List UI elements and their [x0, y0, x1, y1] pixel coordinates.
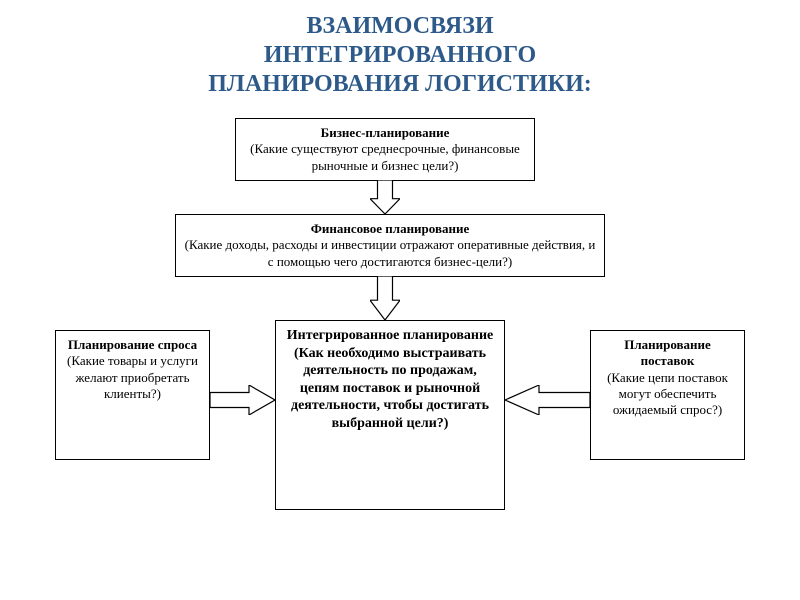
node-demand-body: (Какие товары и услуги желают приобретат…: [64, 353, 201, 402]
node-supply-planning: Планирование поставок (Какие цепи постав…: [590, 330, 745, 460]
title-line-1: ВЗАИМОСВЯЗИ: [0, 12, 800, 41]
arrow-finance-to-integrated: [370, 276, 400, 320]
node-finance-planning: Финансовое планирование (Какие доходы, р…: [175, 214, 605, 277]
node-demand-planning: Планирование спроса (Какие товары и услу…: [55, 330, 210, 460]
node-business-header: Бизнес-планирование: [244, 125, 526, 141]
node-supply-body: (Какие цепи поставок могут обеспечить ож…: [599, 370, 736, 419]
node-demand-header: Планирование спроса: [64, 337, 201, 353]
title-line-3: ПЛАНИРОВАНИЯ ЛОГИСТИКИ:: [0, 70, 800, 99]
node-integrated-header: Интегрированное планирование: [284, 327, 496, 345]
arrow-business-to-finance: [370, 180, 400, 214]
node-business-body: (Какие существуют среднесрочные, финансо…: [244, 141, 526, 174]
node-finance-body: (Какие доходы, расходы и инвестиции отра…: [184, 237, 596, 270]
node-supply-header: Планирование поставок: [599, 337, 736, 370]
node-business-planning: Бизнес-планирование (Какие существуют ср…: [235, 118, 535, 181]
arrow-demand-to-integrated: [210, 385, 275, 415]
title-line-2: ИНТЕГРИРОВАННОГО: [0, 41, 800, 70]
diagram-title: ВЗАИМОСВЯЗИ ИНТЕГРИРОВАННОГО ПЛАНИРОВАНИ…: [0, 0, 800, 98]
node-finance-header: Финансовое планирование: [184, 221, 596, 237]
node-integrated-planning: Интегрированное планирование (Как необхо…: [275, 320, 505, 510]
arrow-supply-to-integrated: [505, 385, 590, 415]
node-integrated-body: (Как необходимо выстраивать деятельность…: [284, 345, 496, 433]
